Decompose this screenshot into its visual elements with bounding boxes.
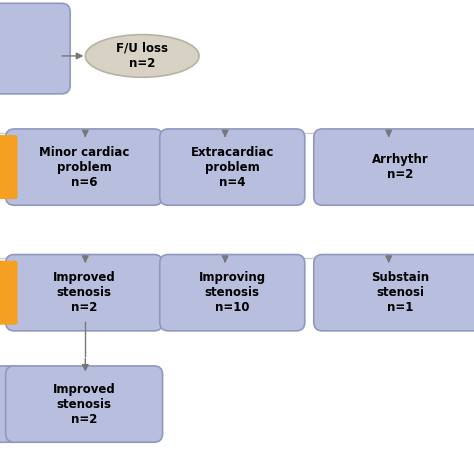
Text: Improving
stenosis
n=10: Improving stenosis n=10	[199, 271, 266, 314]
Text: Improved
stenosis
n=2: Improved stenosis n=2	[53, 383, 116, 426]
FancyBboxPatch shape	[314, 255, 474, 331]
FancyBboxPatch shape	[0, 261, 18, 325]
FancyBboxPatch shape	[0, 3, 70, 94]
Text: F/U loss
n=2: F/U loss n=2	[116, 42, 168, 70]
FancyBboxPatch shape	[160, 255, 305, 331]
FancyBboxPatch shape	[160, 129, 305, 205]
Text: Arrhythr
n=2: Arrhythr n=2	[372, 153, 429, 181]
Text: Improved
stenosis
n=2: Improved stenosis n=2	[53, 271, 116, 314]
Text: Extracardiac
problem
n=4: Extracardiac problem n=4	[191, 146, 274, 189]
FancyBboxPatch shape	[6, 366, 163, 442]
Text: Substain
stenosi
n=1: Substain stenosi n=1	[372, 271, 429, 314]
FancyBboxPatch shape	[0, 366, 24, 442]
Ellipse shape	[85, 35, 199, 77]
FancyBboxPatch shape	[0, 135, 18, 199]
FancyBboxPatch shape	[314, 129, 474, 205]
Text: Minor cardiac
problem
n=6: Minor cardiac problem n=6	[39, 146, 129, 189]
FancyBboxPatch shape	[6, 255, 163, 331]
FancyBboxPatch shape	[6, 129, 163, 205]
